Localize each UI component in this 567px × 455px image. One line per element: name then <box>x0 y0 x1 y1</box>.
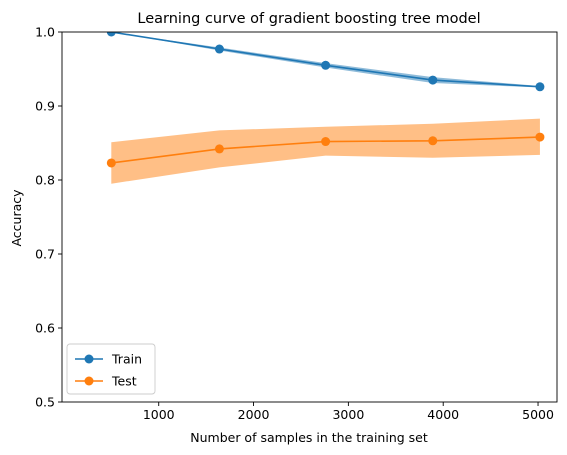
x-tick-label: 4000 <box>427 407 459 422</box>
train-line <box>111 32 540 88</box>
plot-area <box>106 32 545 184</box>
y-tick-label: 1.0 <box>35 25 55 40</box>
y-axis-label: Accuracy <box>9 189 24 247</box>
y-tick-label: 0.9 <box>35 99 55 114</box>
y-tick-label: 0.7 <box>35 247 55 262</box>
test-point <box>321 137 331 147</box>
axis-ticks: 1000 2000 3000 4000 5000 0.5 0.6 0.7 0.8 0.9 1.0 <box>35 25 554 423</box>
test-point <box>214 144 224 154</box>
y-tick-label: 0.8 <box>35 173 55 188</box>
train-point <box>428 75 438 85</box>
x-tick-label: 1000 <box>143 407 175 422</box>
train-point <box>106 32 116 37</box>
x-tick-label: 3000 <box>332 407 364 422</box>
legend: Train Test <box>66 343 156 395</box>
train-point <box>321 60 331 70</box>
x-tick-label: 5000 <box>522 407 554 422</box>
train-point <box>214 44 224 54</box>
legend-test-marker <box>84 376 94 386</box>
y-tick-label: 0.6 <box>35 321 55 336</box>
x-axis-label: Number of samples in the training set <box>190 430 428 445</box>
series-group <box>106 32 545 184</box>
legend-train-marker <box>84 354 94 364</box>
axes-frame <box>61 31 558 403</box>
x-tick-label: 2000 <box>238 407 270 422</box>
chart-title: Learning curve of gradient boosting tree… <box>137 11 480 27</box>
train-band <box>111 32 540 88</box>
legend-train-label: Train <box>111 352 142 367</box>
test-band <box>111 118 540 184</box>
test-point <box>535 132 545 142</box>
test-point <box>428 136 438 146</box>
y-tick-label: 0.5 <box>35 395 55 410</box>
test-point <box>106 158 116 168</box>
legend-test-label: Test <box>111 374 137 389</box>
train-point <box>535 82 545 92</box>
